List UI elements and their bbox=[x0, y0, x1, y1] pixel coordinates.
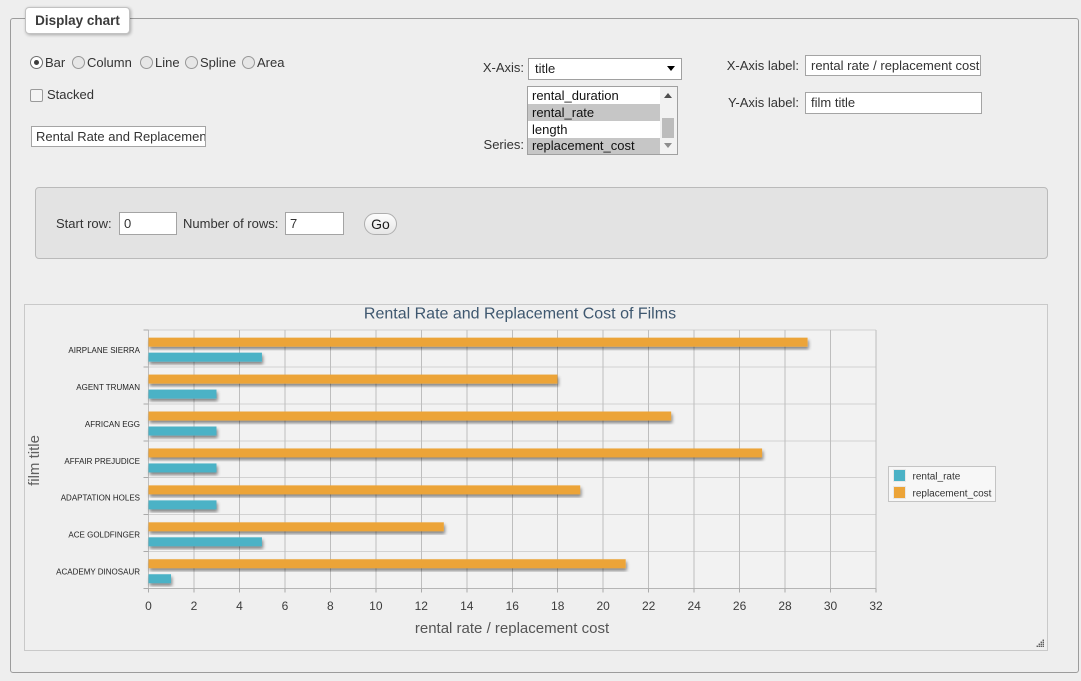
svg-text:ADAPTATION HOLES: ADAPTATION HOLES bbox=[61, 494, 140, 503]
svg-text:0: 0 bbox=[145, 599, 152, 613]
svg-text:16: 16 bbox=[506, 599, 520, 613]
svg-text:AIRPLANE SIERRA: AIRPLANE SIERRA bbox=[68, 346, 140, 355]
svg-text:20: 20 bbox=[597, 599, 611, 613]
svg-text:22: 22 bbox=[642, 599, 656, 613]
svg-text:24: 24 bbox=[687, 599, 701, 613]
svg-text:14: 14 bbox=[460, 599, 474, 613]
svg-text:26: 26 bbox=[733, 599, 747, 613]
svg-text:ACE GOLDFINGER: ACE GOLDFINGER bbox=[68, 531, 140, 540]
svg-text:rental rate / replacement cost: rental rate / replacement cost bbox=[415, 620, 610, 637]
svg-text:6: 6 bbox=[282, 599, 289, 613]
svg-text:AFFAIR PREJUDICE: AFFAIR PREJUDICE bbox=[64, 457, 140, 466]
svg-text:2: 2 bbox=[191, 599, 198, 613]
svg-text:12: 12 bbox=[415, 599, 429, 613]
svg-text:film title: film title bbox=[26, 435, 43, 486]
svg-text:8: 8 bbox=[327, 599, 334, 613]
svg-text:10: 10 bbox=[369, 599, 383, 613]
svg-text:Rental Rate and Replacement Co: Rental Rate and Replacement Cost of Film… bbox=[364, 306, 676, 323]
svg-text:28: 28 bbox=[778, 599, 792, 613]
svg-text:4: 4 bbox=[236, 599, 243, 613]
svg-text:AFRICAN EGG: AFRICAN EGG bbox=[85, 420, 140, 429]
svg-text:replacement_cost: replacement_cost bbox=[913, 489, 992, 500]
svg-text:30: 30 bbox=[824, 599, 838, 613]
svg-text:32: 32 bbox=[869, 599, 883, 613]
svg-text:rental_rate: rental_rate bbox=[913, 472, 961, 483]
svg-text:18: 18 bbox=[551, 599, 565, 613]
svg-text:AGENT TRUMAN: AGENT TRUMAN bbox=[76, 383, 140, 392]
svg-text:ACADEMY DINOSAUR: ACADEMY DINOSAUR bbox=[56, 568, 140, 577]
